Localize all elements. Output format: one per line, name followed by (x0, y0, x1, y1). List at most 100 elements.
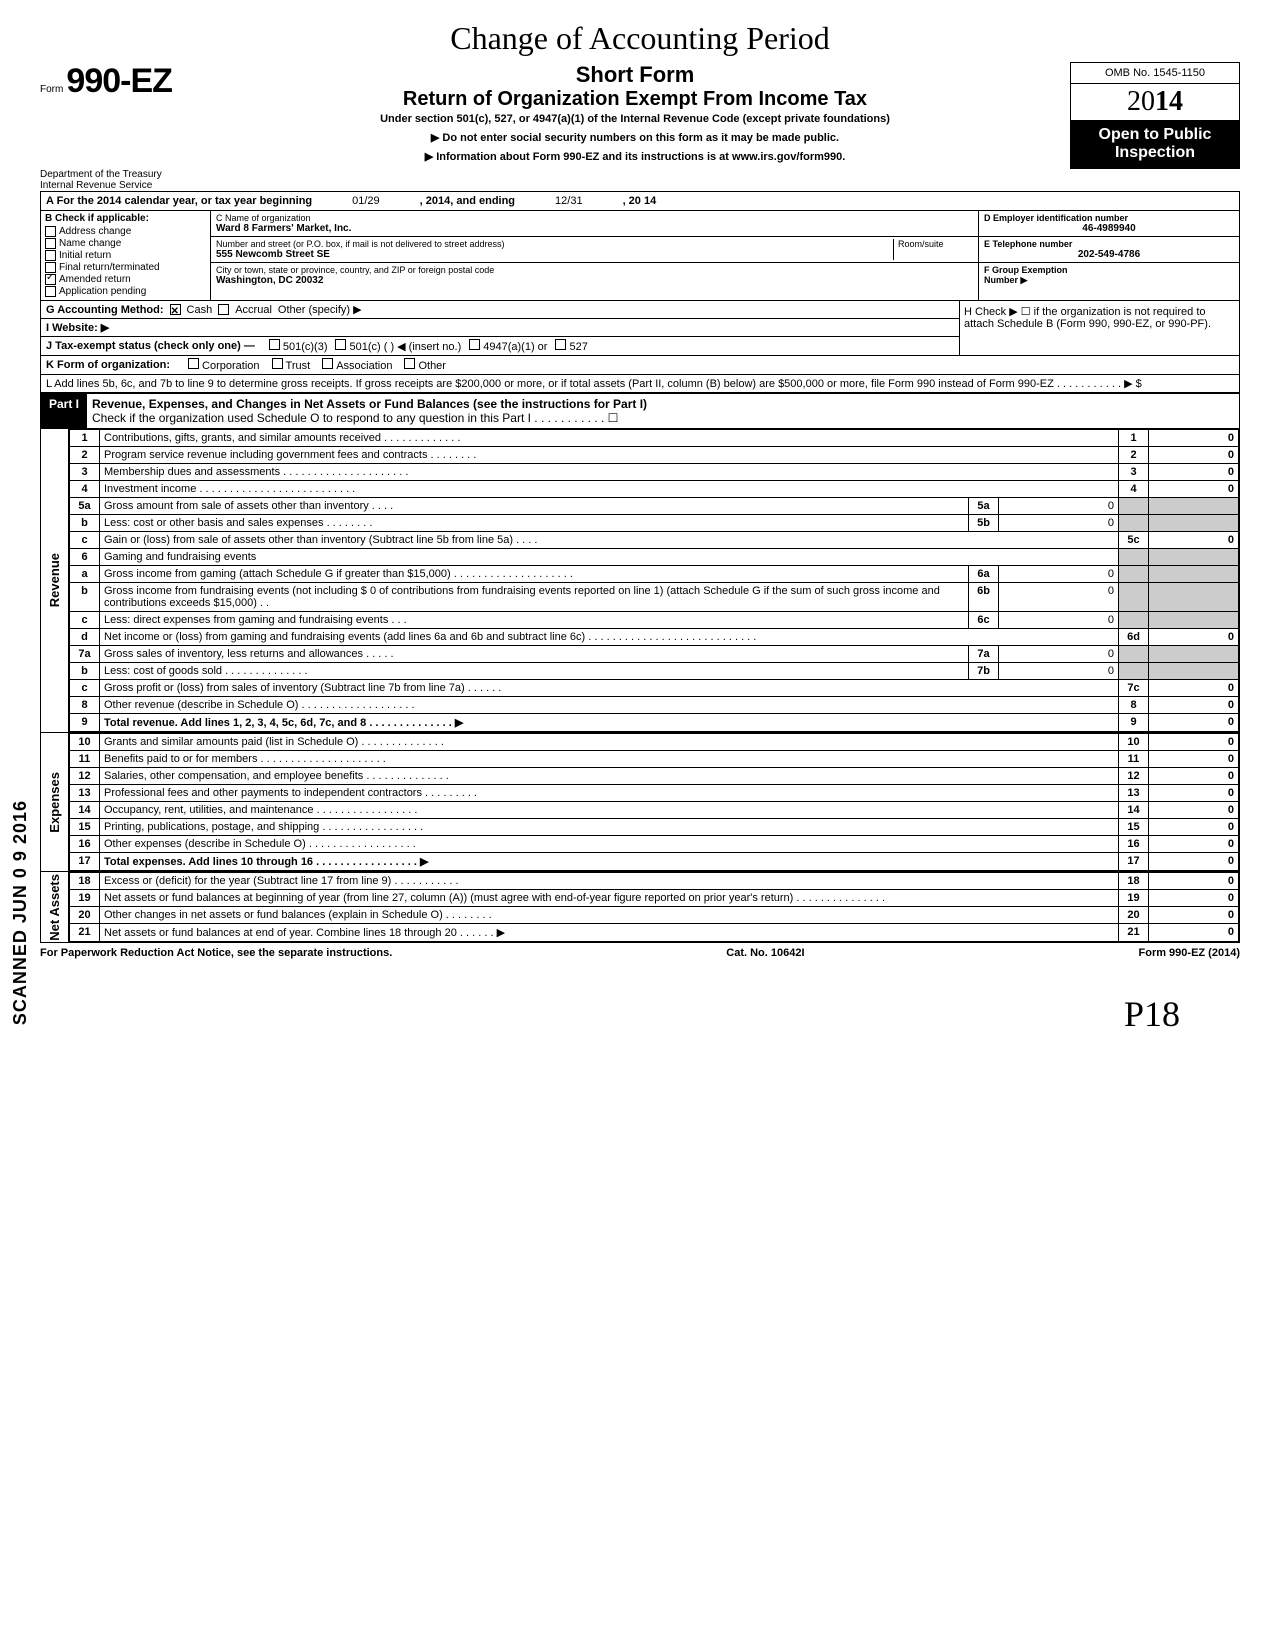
sub-amt: 0 (999, 583, 1119, 612)
line-num: 2 (70, 447, 100, 464)
opt-label: Other (418, 360, 446, 372)
line-desc: Program service revenue including govern… (100, 447, 1119, 464)
checkbox[interactable] (45, 286, 56, 297)
row-h: H Check ▶ ☐ if the organization is not r… (960, 301, 1240, 356)
checkbox[interactable] (45, 238, 56, 249)
checkbox[interactable] (188, 358, 199, 369)
checkbox[interactable] (45, 226, 56, 237)
opt-label: 501(c)(3) (283, 341, 328, 353)
opt-label: 527 (569, 341, 587, 353)
part1-title: Revenue, Expenses, and Changes in Net As… (92, 397, 1234, 411)
row-k: K Form of organization: CorporationTrust… (40, 356, 1240, 375)
section-c: C Name of organizationWard 8 Farmers' Ma… (211, 211, 979, 300)
line-num: b (70, 515, 100, 532)
checkbox[interactable] (272, 358, 283, 369)
sub-box: 7b (969, 663, 999, 680)
org-name: Ward 8 Farmers' Market, Inc. (216, 223, 973, 234)
line-amt: 0 (1149, 430, 1239, 447)
row-a-suffix: , 20 14 (623, 195, 657, 207)
accrual-checkbox[interactable] (218, 304, 229, 315)
year-bold: 14 (1155, 86, 1183, 117)
table-row: c Gain or (loss) from sale of assets oth… (70, 532, 1239, 549)
line-num: 5a (70, 498, 100, 515)
line-num: d (70, 629, 100, 646)
line-num: 14 (70, 802, 100, 819)
checkbox[interactable] (45, 274, 56, 285)
line-amt (1149, 549, 1239, 566)
opt-label: Trust (286, 360, 311, 372)
cash-checkbox[interactable] (170, 304, 181, 315)
checkbox-row: Application pending (45, 286, 206, 297)
checkbox[interactable] (404, 358, 415, 369)
row-l: L Add lines 5b, 6c, and 7b to line 9 to … (40, 375, 1240, 393)
line-desc: Less: cost of goods sold . . . . . . . .… (100, 663, 969, 680)
line-box: 8 (1119, 697, 1149, 714)
line-box: 12 (1119, 768, 1149, 785)
checkbox[interactable] (335, 339, 346, 350)
scanned-stamp: SCANNED JUN 0 9 2016 (10, 800, 31, 1025)
line-desc: Gross profit or (loss) from sales of inv… (100, 680, 1119, 697)
line-amt: 0 (1149, 785, 1239, 802)
open-public: Open to Public Inspection (1071, 120, 1239, 168)
sub-amt: 0 (999, 612, 1119, 629)
opt-label: 4947(a)(1) or (483, 341, 547, 353)
line-amt: 0 (1149, 802, 1239, 819)
line-desc: Gross income from gaming (attach Schedul… (100, 566, 969, 583)
ein: 46-4989940 (984, 223, 1234, 234)
checkbox-row: Initial return (45, 250, 206, 261)
line-desc: Gross amount from sale of assets other t… (100, 498, 969, 515)
k-label: K Form of organization: (46, 359, 170, 371)
line-amt: 0 (1149, 447, 1239, 464)
line-amt: 0 (1149, 768, 1239, 785)
netassets-label: Net Assets (47, 874, 62, 941)
accrual-label: Accrual (235, 304, 272, 316)
checkbox[interactable] (269, 339, 280, 350)
line-amt (1149, 583, 1239, 612)
line-desc: Total expenses. Add lines 10 through 16 … (100, 853, 1119, 871)
table-row: 4 Investment income . . . . . . . . . . … (70, 481, 1239, 498)
line-box: 19 (1119, 890, 1149, 907)
main-title: Return of Organization Exempt From Incom… (210, 88, 1060, 111)
line-num: 4 (70, 481, 100, 498)
table-row: 9 Total revenue. Add lines 1, 2, 3, 4, 5… (70, 714, 1239, 732)
line-box: 20 (1119, 907, 1149, 924)
line-amt: 0 (1149, 481, 1239, 498)
line-desc: Benefits paid to or for members . . . . … (100, 751, 1119, 768)
line-box: 15 (1119, 819, 1149, 836)
sub-box: 5b (969, 515, 999, 532)
sub-box: 5a (969, 498, 999, 515)
line-amt: 0 (1149, 714, 1239, 732)
line-box: 17 (1119, 853, 1149, 871)
checkbox[interactable] (469, 339, 480, 350)
line-box: 10 (1119, 734, 1149, 751)
footer-left: For Paperwork Reduction Act Notice, see … (40, 947, 392, 959)
addr-label: Number and street (or P.O. box, if mail … (216, 239, 893, 249)
line-amt (1149, 663, 1239, 680)
row-a: A For the 2014 calendar year, or tax yea… (40, 191, 1240, 211)
footer-mid: Cat. No. 10642I (726, 947, 804, 959)
line-num: 11 (70, 751, 100, 768)
checkbox-label: Final return/terminated (59, 262, 160, 273)
room-label: Room/suite (898, 239, 973, 249)
line-amt (1149, 646, 1239, 663)
table-row: b Less: cost of goods sold . . . . . . .… (70, 663, 1239, 680)
line-amt: 0 (1149, 873, 1239, 890)
org-address: 555 Newcomb Street SE (216, 249, 893, 260)
checkbox[interactable] (555, 339, 566, 350)
line-amt (1149, 515, 1239, 532)
line-num: c (70, 612, 100, 629)
line-desc: Less: direct expenses from gaming and fu… (100, 612, 969, 629)
title-box: Short Form Return of Organization Exempt… (200, 62, 1070, 163)
sub-amt: 0 (999, 663, 1119, 680)
checkbox-label: Amended return (59, 274, 131, 285)
line-amt: 0 (1149, 734, 1239, 751)
line-desc: Membership dues and assessments . . . . … (100, 464, 1119, 481)
table-row: 7a Gross sales of inventory, less return… (70, 646, 1239, 663)
line-amt (1149, 612, 1239, 629)
line-box: 11 (1119, 751, 1149, 768)
line-num: 19 (70, 890, 100, 907)
checkbox[interactable] (45, 250, 56, 261)
city-label: City or town, state or province, country… (216, 265, 973, 275)
checkbox[interactable] (322, 358, 333, 369)
line-desc: Gross income from fundraising events (no… (100, 583, 969, 612)
